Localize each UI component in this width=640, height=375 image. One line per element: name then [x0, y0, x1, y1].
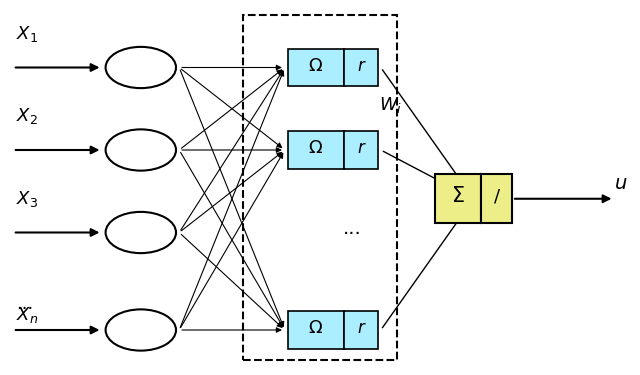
- Text: $/$: $/$: [493, 188, 500, 206]
- FancyBboxPatch shape: [481, 174, 512, 223]
- Text: X$_n$: X$_n$: [16, 305, 38, 325]
- Text: X$_3$: X$_3$: [16, 189, 38, 209]
- Text: $\Sigma$: $\Sigma$: [451, 186, 465, 206]
- Text: X$_2$: X$_2$: [16, 106, 38, 126]
- Text: $\Omega$: $\Omega$: [308, 139, 323, 157]
- FancyBboxPatch shape: [344, 131, 378, 169]
- Text: ...: ...: [16, 295, 33, 313]
- FancyBboxPatch shape: [288, 49, 344, 86]
- FancyBboxPatch shape: [288, 131, 344, 169]
- Text: r: r: [357, 319, 364, 337]
- Text: W$_i$: W$_i$: [379, 95, 402, 115]
- Text: ...: ...: [342, 219, 362, 238]
- Text: X$_1$: X$_1$: [16, 24, 38, 44]
- Text: $\Omega$: $\Omega$: [308, 57, 323, 75]
- Text: r: r: [357, 139, 364, 157]
- FancyBboxPatch shape: [344, 49, 378, 86]
- Text: r: r: [357, 57, 364, 75]
- Text: u: u: [614, 174, 627, 193]
- FancyBboxPatch shape: [344, 311, 378, 349]
- Text: $\Omega$: $\Omega$: [308, 319, 323, 337]
- FancyBboxPatch shape: [288, 311, 344, 349]
- FancyBboxPatch shape: [435, 174, 481, 223]
